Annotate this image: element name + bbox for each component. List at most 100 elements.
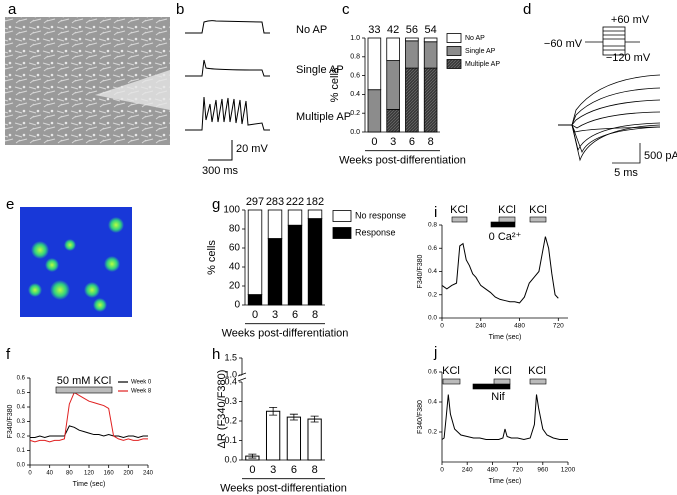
error-bar [310, 415, 319, 423]
bar-segment [247, 294, 263, 306]
count-label: 56 [406, 24, 418, 36]
x-tick-label: 720 [512, 467, 523, 474]
bar-segment [405, 67, 419, 133]
y-tick-label: 0.8 [428, 222, 437, 229]
scale-label: 20 mV [236, 143, 268, 155]
trace-label: No AP [296, 24, 327, 36]
x-tick-label: 240 [475, 323, 486, 330]
y-axis-label: ΔR (F340/F380) [216, 370, 228, 449]
annotation: KCl [494, 365, 512, 377]
y-tick-label: 20 [229, 281, 241, 292]
pipette [95, 70, 170, 110]
x-tick-label: 480 [514, 323, 525, 330]
legend-label: Response [355, 227, 396, 237]
y-tick-label: 80 [229, 224, 241, 235]
y-tick-label: 40 [229, 262, 241, 273]
trace [441, 236, 559, 304]
x-tick-label: 240 [462, 467, 473, 474]
error-bar [289, 413, 298, 421]
x-tick-label: 200 [123, 471, 134, 477]
panel-letter: j [433, 344, 437, 361]
x-tick-label: 720 [553, 323, 564, 330]
annotation: KCl [442, 365, 460, 377]
y-tick-label: 0.2 [350, 110, 360, 117]
stimulus-bar [493, 378, 511, 385]
y-tick-label: 0.6 [17, 376, 26, 382]
x-tick-label: 0 [371, 136, 377, 148]
y-tick-label: 0.4 [224, 376, 237, 386]
count-label: 182 [306, 196, 324, 208]
bar [265, 410, 281, 461]
legend-swatch [446, 33, 462, 43]
y2-tick-label: 1.5 [224, 352, 237, 362]
y-tick-label: 1.0 [350, 35, 360, 42]
y-tick-label: 0.2 [428, 291, 437, 298]
axis-break [237, 372, 247, 382]
x-tick-label: 1200 [561, 467, 576, 474]
bar-segment [307, 209, 323, 219]
y-tick-label: 0.0 [428, 315, 437, 322]
x-tick-label: 8 [312, 309, 318, 321]
panel-letter: b [176, 1, 184, 18]
y-tick-label: 60 [229, 243, 241, 254]
x-tick-label: 240 [143, 471, 154, 477]
scale-label: 5 ms [614, 167, 638, 179]
ap-traces [185, 20, 270, 161]
count-label: 54 [425, 24, 437, 36]
stimulus-bar [529, 378, 547, 385]
y-tick-label: 0.5 [17, 390, 26, 396]
stimulus-bar [55, 386, 113, 394]
x-tick-label: 960 [537, 467, 548, 474]
stimulus-bar [451, 216, 468, 223]
panel-letter: d [523, 1, 531, 18]
x-tick-label: 3 [272, 309, 278, 321]
x-tick-label: 3 [270, 464, 276, 476]
panel-letter: h [212, 346, 220, 363]
bar-segment [367, 37, 382, 91]
voltage-label: −60 mV [544, 38, 583, 50]
panel-letter: g [212, 196, 220, 213]
y-tick-label: 0.6 [428, 369, 437, 376]
y-tick-label: 0.6 [428, 245, 437, 252]
legend-swatch [446, 59, 462, 69]
count-label: 297 [246, 196, 264, 208]
y-tick-label: 0 [234, 300, 240, 311]
y-tick-label: 0.3 [224, 396, 237, 406]
x-tick-label: 0 [440, 323, 444, 330]
panel-letter: i [434, 204, 437, 221]
x-axis-label: Weeks post-differentiation [339, 155, 466, 167]
bar-segment [423, 37, 438, 43]
x-axis-label: Weeks post-differentiation [222, 328, 349, 340]
panel-letter: e [6, 196, 14, 213]
legend-label: No response [355, 210, 406, 220]
annotation: KCl [450, 204, 468, 216]
y-axis-label: % cells [329, 67, 341, 102]
y-tick-label: 0.8 [350, 54, 360, 61]
annotation: KCl [528, 365, 546, 377]
panel-letter: f [6, 346, 11, 363]
y-tick-label: 100 [223, 205, 240, 216]
bar-segment [367, 89, 382, 133]
y-tick-label: 0.1 [17, 448, 26, 454]
bar [307, 418, 322, 461]
voltage-label: −120 mV [606, 52, 651, 64]
trace [441, 394, 568, 441]
x-axis-label: Weeks post-differentiation [220, 483, 347, 495]
y-axis-label: F340/F380 [417, 254, 424, 288]
scale-label: 300 ms [202, 165, 239, 177]
legend-swatch [446, 46, 462, 56]
current-traces [558, 74, 661, 164]
x-tick-label: 0 [252, 309, 258, 321]
y-tick-label: 0.2 [428, 429, 437, 436]
panel-letter: a [8, 1, 17, 18]
annotation: KCl [529, 204, 547, 216]
bar-segment [386, 60, 400, 110]
x-tick-label: 6 [291, 464, 297, 476]
stimulus-bar [442, 378, 461, 385]
annotation: KCl [498, 204, 516, 216]
bar-segment [247, 209, 263, 295]
y-tick-label: 0.2 [17, 434, 26, 440]
x-tick-label: 3 [390, 136, 396, 148]
error-bar [248, 453, 257, 459]
y-tick-label: 0.1 [224, 435, 237, 445]
